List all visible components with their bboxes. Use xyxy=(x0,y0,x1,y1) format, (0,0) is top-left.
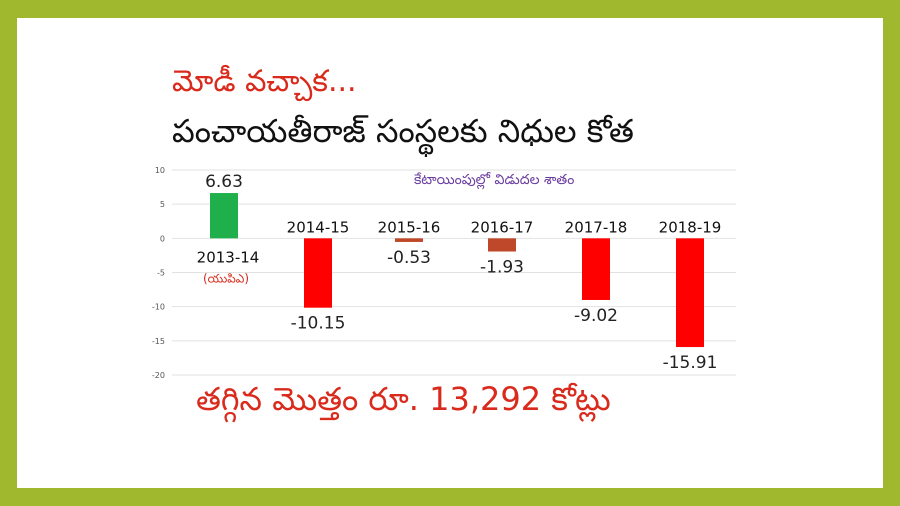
category-label: 2015-16 xyxy=(378,218,441,236)
value-label: -15.91 xyxy=(663,353,718,373)
grid-lines xyxy=(172,169,736,376)
category-label: 2014-15 xyxy=(287,218,350,236)
labels: 10 5 0 -5 -10 -15 -20 6.63 2013-14 (యుపిఎ) -10.15 2… xyxy=(152,166,721,380)
value-label: -0.53 xyxy=(387,248,431,268)
category-label: 2016-17 xyxy=(471,218,534,236)
chart-subtitle: కేటాయింపుల్లో విడుదల శాతం xyxy=(414,172,575,188)
value-label: -10.15 xyxy=(291,314,346,334)
value-label: -1.93 xyxy=(480,258,524,278)
y-tick-label: 10 xyxy=(155,166,165,175)
y-tick-label: 5 xyxy=(160,200,165,209)
upa-note: (యుపిఎ) xyxy=(203,271,249,285)
total-reduction-text: తగ్గిన మొత్తం రూ. 13,292 కోట్లు xyxy=(196,380,611,418)
y-tick-label: 0 xyxy=(160,234,165,243)
category-label: 2013-14 xyxy=(197,248,260,266)
title-line-2: పంచాయతీరాజ్ సంస్థలకు నిధుల కోత xyxy=(172,112,634,150)
value-label: 6.63 xyxy=(205,172,243,192)
slide-background xyxy=(17,18,883,488)
value-label: -9.02 xyxy=(574,306,618,326)
y-tick-label: -10 xyxy=(152,303,165,312)
bars xyxy=(210,193,704,348)
category-label: 2018-19 xyxy=(659,218,722,236)
y-tick-label: -5 xyxy=(157,269,165,278)
y-tick-label: -15 xyxy=(152,337,165,346)
bar-2015-16 xyxy=(395,238,423,242)
bar-2016-17 xyxy=(488,238,516,252)
y-tick-label: -20 xyxy=(152,371,165,380)
category-label: 2017-18 xyxy=(565,218,628,236)
bar-2013-14 xyxy=(210,193,238,239)
bar-2018-19 xyxy=(676,238,704,348)
title-line-1: మోడీ వచ్చాక... xyxy=(172,64,357,99)
bar-2014-15 xyxy=(304,238,332,308)
bar-2017-18 xyxy=(582,238,610,300)
